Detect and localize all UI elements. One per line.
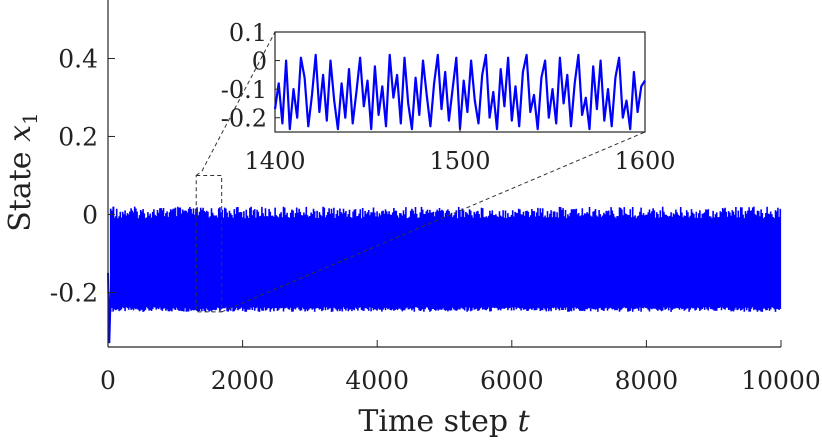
main-series-band [109,206,782,312]
zoom-indicator [195,31,646,313]
axis-labels: Time step t State x1 [3,112,531,439]
inset-y-tick-label: -0.2 [221,105,267,133]
inset-x-tick-label: 1400 [244,147,305,175]
x-tick-label: 4000 [345,366,409,395]
x-tick-label: 8000 [615,366,679,395]
x-tick-label: 10000 [741,366,821,395]
inset-y-tick-label: -0.1 [221,76,267,104]
x-axis-label: Time step t [358,404,530,439]
x-tick-label: 0 [100,366,116,395]
zoom-connector-left-upper [201,31,276,172]
x-tick-label: 6000 [480,366,544,395]
y-tick-label: 0 [82,200,98,229]
x-tick-label: 2000 [211,366,275,395]
inset-y-tick-label: 0.1 [229,19,267,47]
y-tick-label: -0.2 [50,278,98,307]
inset-plot: 1400 1500 1600 0.10-0.1-0.2 [221,19,676,175]
inset-x-tick-label: 1500 [429,147,490,175]
y-tick-label: 0.4 [58,44,98,73]
main-plot: 0 2000 4000 6000 8000 10000 -0.2 0 0.2 0.4 [50,0,821,395]
inset-y-tick-label: 0 [252,48,267,76]
y-tick-label: 0.2 [58,122,98,151]
zoom-connector-left [195,170,203,176]
y-axis-label: State x1 [3,112,42,232]
zoom-box [195,174,223,313]
inset-x-tick-label: 1600 [614,147,675,175]
